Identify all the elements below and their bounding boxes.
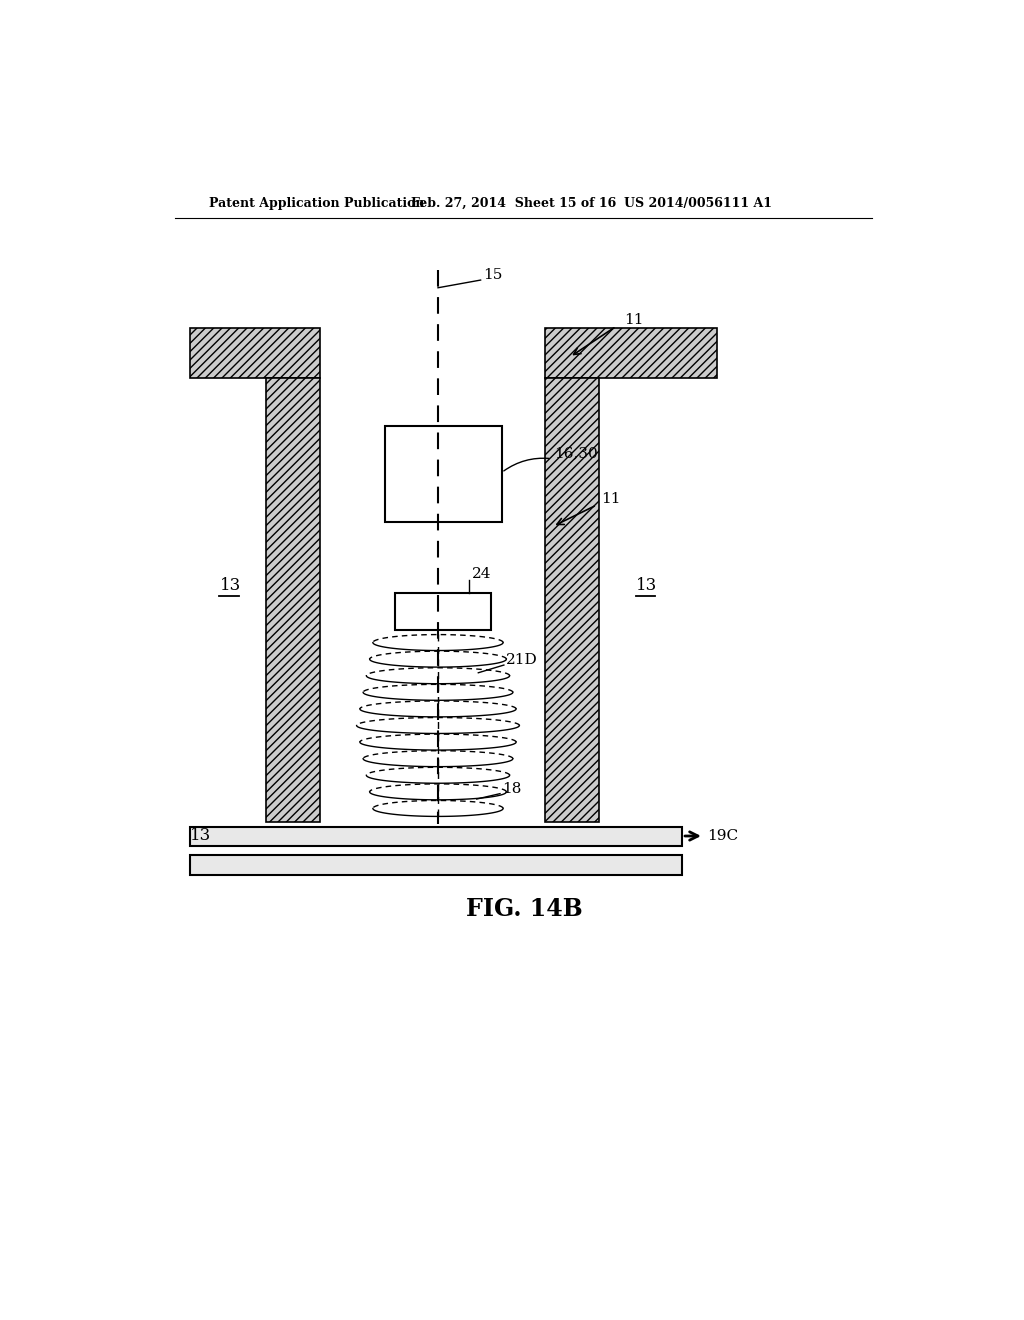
Text: 18: 18 (503, 781, 521, 796)
Text: 19C: 19C (707, 829, 738, 843)
Text: 13: 13 (190, 828, 211, 845)
Polygon shape (190, 327, 321, 378)
Text: 13: 13 (219, 577, 241, 594)
Text: 21D: 21D (506, 653, 538, 668)
Text: 24: 24 (472, 568, 492, 581)
Text: Feb. 27, 2014  Sheet 15 of 16: Feb. 27, 2014 Sheet 15 of 16 (411, 197, 616, 210)
Text: Patent Application Publication: Patent Application Publication (209, 197, 425, 210)
Text: 15: 15 (483, 268, 503, 282)
Polygon shape (190, 826, 682, 846)
Polygon shape (545, 327, 717, 378)
Polygon shape (385, 426, 502, 521)
Polygon shape (266, 378, 321, 822)
Polygon shape (545, 378, 599, 822)
Text: 16,30: 16,30 (554, 446, 598, 461)
Text: 13: 13 (636, 577, 656, 594)
Text: 11: 11 (601, 492, 621, 506)
Polygon shape (395, 594, 490, 630)
Polygon shape (190, 855, 682, 875)
Text: 11: 11 (624, 313, 643, 327)
Text: US 2014/0056111 A1: US 2014/0056111 A1 (624, 197, 772, 210)
Text: FIG. 14B: FIG. 14B (467, 898, 583, 921)
